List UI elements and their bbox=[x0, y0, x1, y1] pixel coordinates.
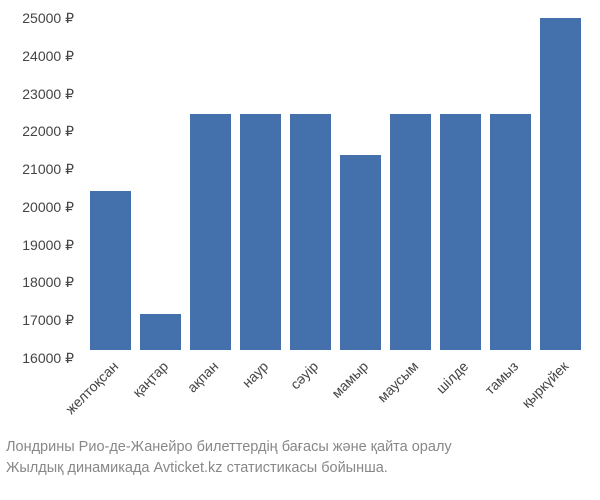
plot-area bbox=[80, 10, 590, 350]
bar-slot bbox=[285, 10, 335, 350]
chart-caption: Лондрины Рио-де-Жанейро билеттердің баға… bbox=[0, 437, 600, 478]
bars-group bbox=[80, 10, 590, 350]
bar-slot bbox=[535, 10, 585, 350]
bar bbox=[440, 114, 481, 350]
x-tick-label: шілде bbox=[433, 358, 472, 397]
bar bbox=[390, 114, 431, 350]
x-tick-label: мамыр bbox=[328, 358, 371, 401]
bar-slot bbox=[485, 10, 535, 350]
bar-slot bbox=[135, 10, 185, 350]
bar bbox=[540, 18, 581, 350]
bar-slot bbox=[385, 10, 435, 350]
bar-slot bbox=[435, 10, 485, 350]
bar bbox=[140, 314, 181, 350]
bar-slot bbox=[335, 10, 385, 350]
x-tick-label: ақпан bbox=[184, 358, 221, 395]
bar bbox=[90, 191, 131, 350]
bar-slot bbox=[85, 10, 135, 350]
x-tick-label: қаңтар bbox=[129, 358, 171, 400]
x-tick-label: сәуір bbox=[287, 358, 321, 392]
bar bbox=[490, 114, 531, 350]
bar bbox=[340, 155, 381, 350]
bar bbox=[240, 114, 281, 350]
x-tick-label: наур bbox=[239, 358, 272, 391]
price-chart: 16000 ₽17000 ₽18000 ₽19000 ₽20000 ₽21000… bbox=[0, 0, 600, 500]
bar-slot bbox=[185, 10, 235, 350]
bar-slot bbox=[235, 10, 285, 350]
x-tick-label: желтоқсан bbox=[62, 358, 121, 417]
bar bbox=[190, 114, 231, 350]
y-axis: 16000 ₽17000 ₽18000 ₽19000 ₽20000 ₽21000… bbox=[0, 10, 78, 350]
bar bbox=[290, 114, 331, 350]
x-tick-label: тамыз bbox=[482, 358, 522, 398]
caption-line-2: Жылдық динамикада Avticket.kz статистика… bbox=[6, 458, 600, 478]
caption-line-1: Лондрины Рио-де-Жанейро билеттердің баға… bbox=[6, 437, 600, 457]
